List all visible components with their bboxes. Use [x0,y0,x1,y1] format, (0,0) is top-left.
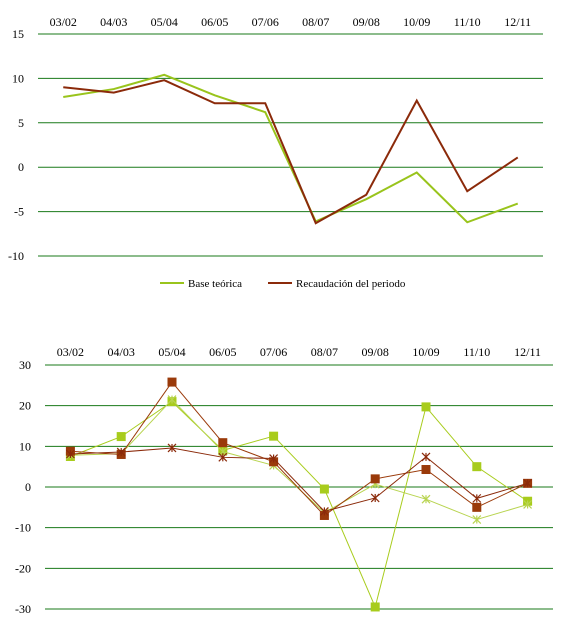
chart-0-y-tick-label: 10 [12,71,24,85]
chart-0-y-tick-label: 15 [12,27,24,41]
chart-1-point [65,449,75,459]
chart-1-series-line [70,400,528,609]
chart-0-y-tick-label: 5 [18,116,24,130]
chart-1-y-tick-label: 0 [25,480,31,494]
chart-1-point [319,510,329,520]
chart-0-x-tick-label: 07/06 [252,15,279,29]
chart-1-point [116,447,126,457]
chart-1-point [269,454,279,463]
chart-1-point [472,502,482,512]
chart-1-x-tick-label: 08/07 [311,345,338,359]
chart-1-point [523,500,533,509]
chart-1-point [421,494,431,504]
chart-0-x-tick-label: 08/07 [302,15,329,29]
chart-1-x-tick-label: 07/06 [260,345,287,359]
chart-0-x-tick-label: 06/05 [201,15,228,29]
top-chart: 15 10 5 0 -5 -10 03/02 04/03 05/04 06/05 07/06 08/0… [8,15,543,290]
chart-1-series-line [70,447,528,512]
chart-1-point [269,431,279,441]
chart-1-point [116,432,126,442]
chart-1-series-line [70,398,528,521]
chart-1-point [472,462,482,472]
chart-1-series-line [70,381,528,517]
chart-0-y-tick-label: -5 [14,205,24,219]
chart-1-y-tick-label: 10 [19,439,31,453]
chart-1-point [370,493,380,503]
legend-label: Recaudación del periodo [296,278,406,290]
chart-1-point [421,452,431,462]
chart-1-y-tick-label: -10 [15,521,31,535]
chart-1-point [167,377,177,387]
chart-1-x-tick-label: 09/08 [362,345,389,359]
chart-1-point [218,452,228,462]
chart-1-point [472,493,482,503]
chart-1-y-tick-label: -20 [15,561,31,575]
chart-1-point [421,465,431,475]
chart-1-x-tick-label: 03/02 [57,345,84,359]
chart-1-point [370,474,380,484]
chart-1-x-tick-label: 04/03 [108,345,135,359]
chart-1-x-tick-label: 12/11 [514,345,541,359]
chart-1-x-tick-label: 05/04 [158,345,185,359]
chart-1-point [167,443,177,453]
chart-1-y-tick-label: 20 [19,399,31,413]
chart-0-series-line [63,73,519,224]
chart-1-x-tick-label: 11/10 [463,345,490,359]
chart-0-x-tick-label: 09/08 [353,15,380,29]
chart-1-y-tick-label: 30 [19,358,31,372]
chart-0-x-tick-label: 05/04 [151,15,178,29]
chart-0-x-tick-label: 10/09 [403,15,430,29]
chart-0-series-line [63,79,519,225]
chart-0-y-tick-label: -10 [8,249,24,263]
chart-0-x-tick-label: 04/03 [100,15,127,29]
chart-1-y-tick-label: -30 [15,602,31,616]
chart-1-point [421,402,431,412]
chart-0-x-tick-label: 03/02 [50,15,77,29]
chart-1-point [370,602,380,612]
chart-1-point [218,438,228,448]
chart-1-point [319,506,329,516]
chart-1-point [472,515,482,524]
legend-label: Base teórica [188,278,242,290]
chart-0-y-tick-label: 0 [18,160,24,174]
chart-1-point [319,484,329,494]
chart-0-x-tick-label: 11/10 [454,15,481,29]
chart-1-point [523,478,533,488]
chart-1-x-tick-label: 10/09 [412,345,439,359]
chart-0-x-tick-label: 12/11 [504,15,531,29]
chart-1-point [167,395,177,404]
chart-1-x-tick-label: 06/05 [209,345,236,359]
